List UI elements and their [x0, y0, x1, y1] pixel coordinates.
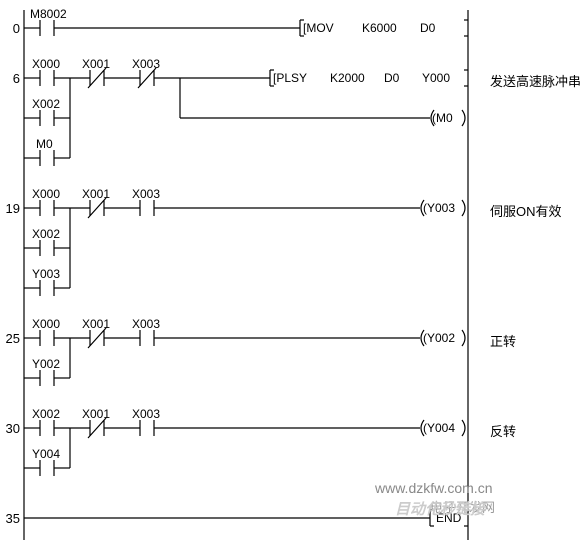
r6-b1: X002 — [32, 97, 60, 111]
r0-mov: [MOV — [303, 21, 334, 35]
r19-b2: Y003 — [32, 267, 60, 281]
rung-30 — [24, 418, 465, 476]
r25-c2: X001 — [82, 317, 110, 331]
step-6: 6 — [0, 71, 20, 86]
r30-coil: (Y004 — [423, 421, 455, 435]
r6-p3: Y000 — [422, 71, 450, 85]
r30-c1: X002 — [32, 407, 60, 421]
r6-c3: X003 — [132, 57, 160, 71]
watermark-brand: 目动化秒链接 — [395, 498, 485, 519]
r30-b1: Y004 — [32, 447, 60, 461]
r6-c2: X001 — [82, 57, 110, 71]
step-30: 30 — [0, 421, 20, 436]
r19-b1: X002 — [32, 227, 60, 241]
step-25: 25 — [0, 331, 20, 346]
r19-c3: X003 — [132, 187, 160, 201]
rung-0 — [24, 20, 468, 36]
r30-c3: X003 — [132, 407, 160, 421]
r0-p2: D0 — [420, 21, 435, 35]
watermark-url: www.dzkfw.com.cn — [375, 480, 492, 496]
r25-coil: (Y002 — [423, 331, 455, 345]
r25-comment: 正转 — [490, 331, 516, 350]
r30-c2: X001 — [82, 407, 110, 421]
r19-coil: (Y003 — [423, 201, 455, 215]
r6-comment: 发送高速脉冲串 — [490, 71, 581, 90]
r25-b1: Y002 — [32, 357, 60, 371]
step-19: 19 — [0, 201, 20, 216]
r6-c1: X000 — [32, 57, 60, 71]
r0-p1: K6000 — [362, 21, 397, 35]
r19-comment: 伺服ON有效 — [490, 201, 562, 220]
r19-c1: X000 — [32, 187, 60, 201]
step-0: 0 — [0, 21, 20, 36]
r30-comment: 反转 — [490, 421, 516, 440]
r6-b2: M0 — [36, 137, 53, 151]
r25-c1: X000 — [32, 317, 60, 331]
r6-coil: (M0 — [432, 111, 453, 125]
r6-plsy: [PLSY — [273, 71, 307, 85]
rung-25 — [24, 328, 465, 386]
r19-c2: X001 — [82, 187, 110, 201]
r6-p2: D0 — [384, 71, 399, 85]
step-35: 35 — [0, 511, 20, 526]
rung-19 — [24, 198, 465, 296]
rung-6 — [24, 68, 468, 166]
r25-c3: X003 — [132, 317, 160, 331]
r0-contact: M8002 — [30, 7, 67, 21]
r6-p1: K2000 — [330, 71, 365, 85]
